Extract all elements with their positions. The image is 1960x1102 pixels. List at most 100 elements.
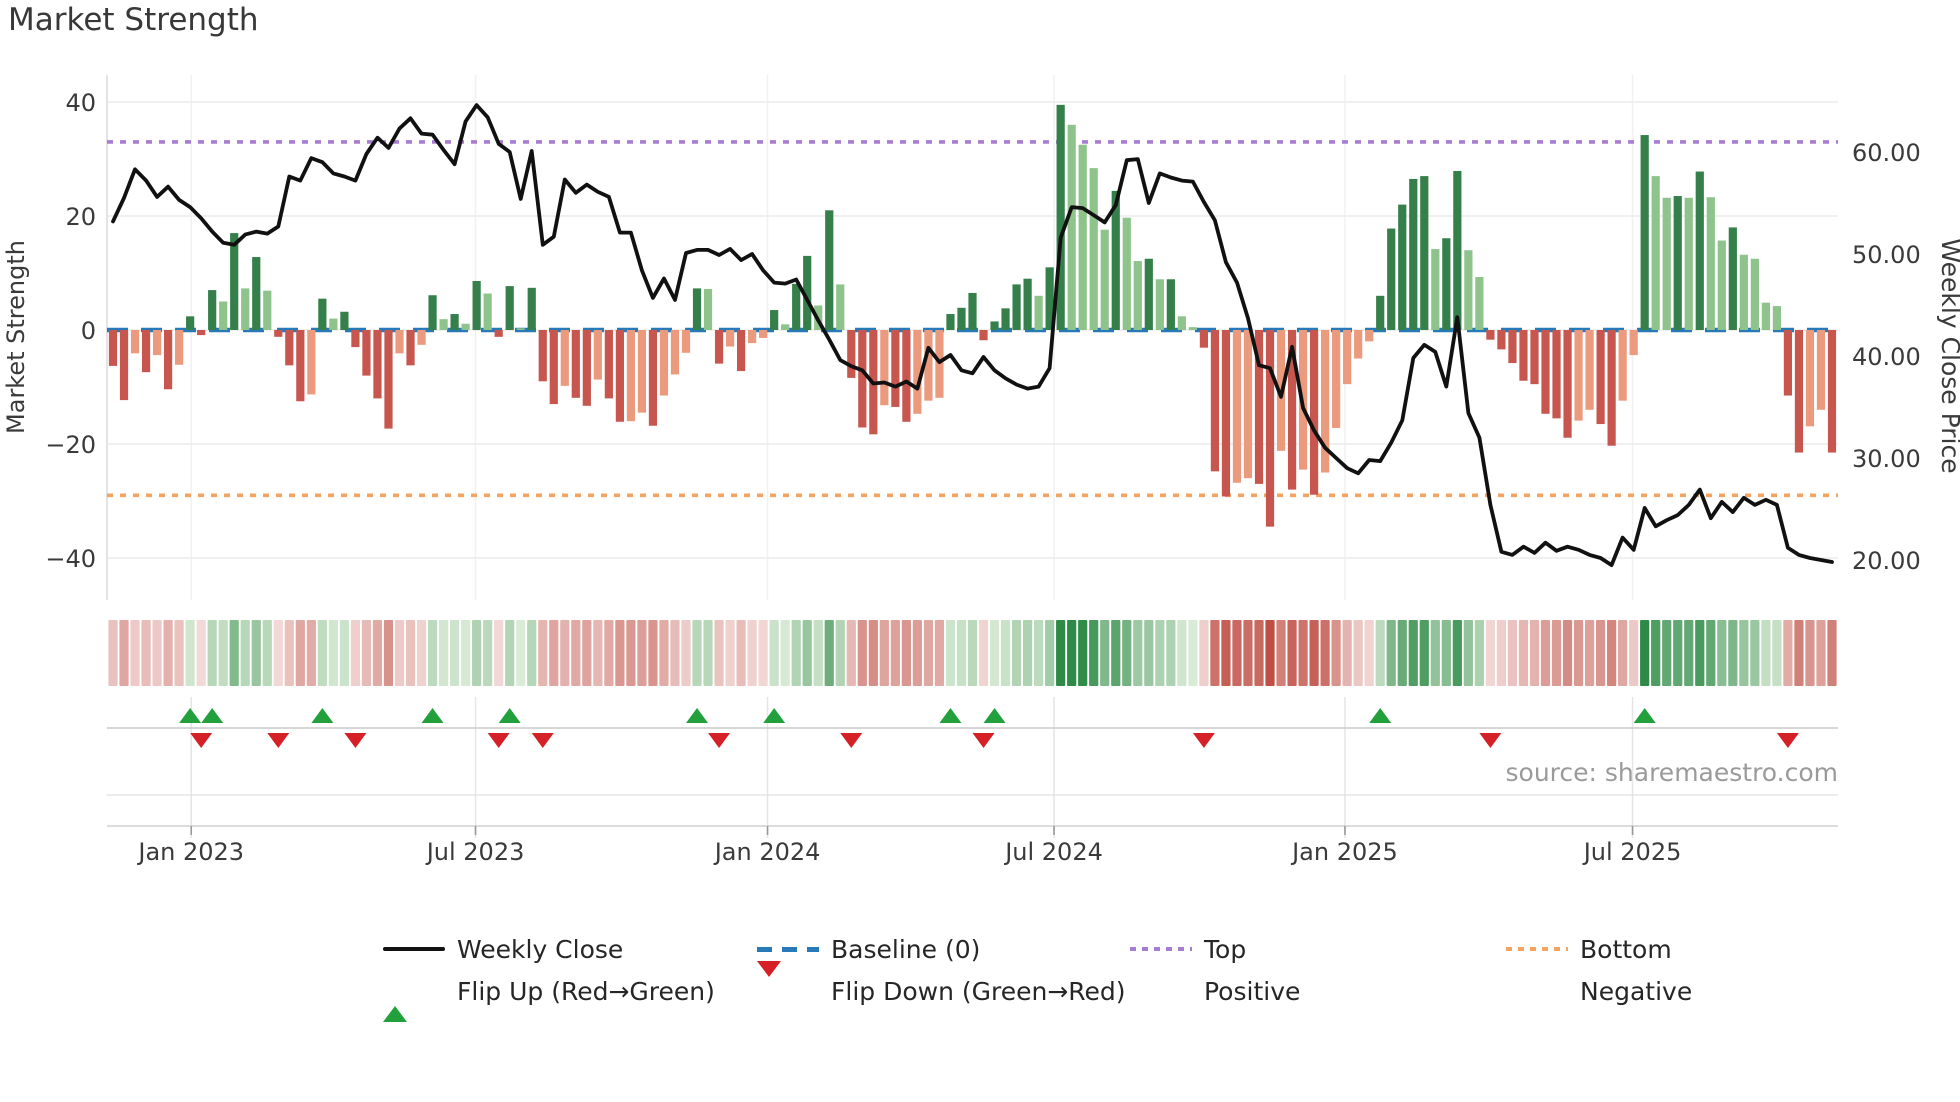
heatmap-cell (1375, 620, 1385, 686)
strength-bar (1805, 330, 1815, 427)
heatmap-cell (1056, 620, 1066, 686)
bottom-dotted-line-icon (1506, 947, 1568, 951)
heatmap-cell (229, 620, 239, 686)
heatmap-cell (1441, 620, 1451, 686)
left-axis-tick-label: 20 (65, 203, 96, 231)
strength-bar (516, 328, 525, 330)
legend-label: Positive (1204, 976, 1301, 1006)
strength-bar (648, 330, 658, 426)
heatmap-cell (1507, 620, 1518, 686)
chart-title: Market Strength (8, 2, 259, 38)
heatmap-cell (1783, 620, 1793, 686)
strength-bar (880, 330, 889, 406)
strength-bar (1706, 197, 1715, 330)
flip-up-marker (1369, 708, 1392, 723)
heatmap-cell (1408, 620, 1418, 686)
flip-markers (179, 708, 1799, 748)
strength-bar (957, 307, 966, 330)
strength-bar (1254, 330, 1264, 484)
heatmap-cell (1221, 620, 1231, 686)
right-axis-tick-label: 50.00 (1852, 241, 1921, 269)
strength-bar (637, 330, 647, 413)
heatmap-cell (1794, 620, 1804, 686)
strength-bar (1398, 204, 1407, 330)
heatmap-cell (1419, 620, 1429, 686)
flip-up-marker (498, 708, 521, 723)
strength-bar (351, 330, 360, 348)
left-axis-title: Market Strength (2, 240, 30, 434)
strength-bar (748, 330, 757, 344)
strength-bar (505, 286, 514, 330)
heatmap-cell (648, 620, 658, 686)
flip-up-marker (179, 708, 202, 723)
right-axis-tick-label: 60.00 (1852, 139, 1921, 167)
flip-down-icon (757, 960, 819, 1006)
heatmap-cell (1629, 620, 1639, 686)
legend-item-flip-up: Flip Up (Red→Green) (383, 975, 715, 1022)
strength-bar (428, 295, 437, 330)
left-axis-ticks: 40 20 0 −20 −40 (45, 89, 96, 573)
heatmap-cell (703, 620, 713, 686)
flip-down-marker (487, 733, 510, 748)
heatmap-cell (989, 620, 1000, 686)
heatmap-cell (1761, 620, 1771, 686)
heatmap-cell (141, 620, 151, 686)
heatmap-cell (527, 620, 537, 686)
heatmap-cell (604, 620, 614, 686)
legend-item-negative: Negative (1506, 975, 1692, 1007)
heatmap-cell (560, 620, 570, 686)
legend-item-baseline: Baseline (0) (757, 933, 980, 965)
legend-label: Weekly Close (457, 934, 624, 964)
heatmap-cell (505, 620, 515, 686)
heatmap-cell (1265, 620, 1275, 686)
heatmap-cell (747, 620, 757, 686)
heatmap-cell (273, 620, 283, 686)
strength-bar (219, 301, 228, 330)
strength-bar (1056, 104, 1065, 330)
heatmap-cell (692, 620, 702, 686)
strength-bar (990, 321, 999, 330)
legend-item-flip-down: Flip Down (Green→Red) (757, 960, 1126, 1007)
strength-bar (692, 288, 702, 330)
strength-bar (968, 292, 977, 330)
heatmap-cell (372, 620, 383, 686)
strength-bar (318, 298, 327, 330)
strength-bar (1662, 197, 1671, 330)
strength-bar (1431, 249, 1440, 330)
heatmap-cell (1496, 620, 1507, 686)
strength-bar (1695, 171, 1704, 330)
strength-bars (108, 104, 1837, 527)
strength-bar (1563, 330, 1572, 438)
flip-up-marker (983, 708, 1006, 723)
heatmap-cell (317, 620, 327, 686)
strength-bar (1122, 217, 1131, 330)
strength-bar (329, 318, 338, 330)
legend-label: Baseline (0) (831, 934, 981, 964)
right-axis-title: Weekly Close Price (1936, 238, 1960, 473)
strength-bar (549, 330, 558, 405)
strength-bar (1034, 295, 1043, 330)
strength-bar (494, 330, 503, 337)
strength-bar (119, 330, 129, 401)
strength-bar (1640, 135, 1649, 330)
strength-bar (406, 330, 415, 366)
heatmap-cell (185, 620, 195, 686)
strength-bar (1321, 330, 1330, 473)
heatmap-cell (1728, 620, 1738, 686)
heatmap-cell (846, 620, 856, 686)
strength-bar (130, 330, 140, 354)
heatmap-cell (1254, 620, 1264, 686)
strength-bar (825, 210, 834, 330)
strength-bar (1343, 330, 1352, 385)
strength-bar (439, 319, 448, 330)
heatmap-cell (361, 620, 372, 686)
heatmap-cell (956, 620, 967, 686)
strength-bar (615, 330, 624, 422)
heatmap-cell (1364, 620, 1374, 686)
strength-bar (1618, 330, 1627, 401)
heatmap-cell (1155, 620, 1165, 686)
strength-bar (847, 330, 856, 378)
flip-down-marker (267, 733, 290, 748)
